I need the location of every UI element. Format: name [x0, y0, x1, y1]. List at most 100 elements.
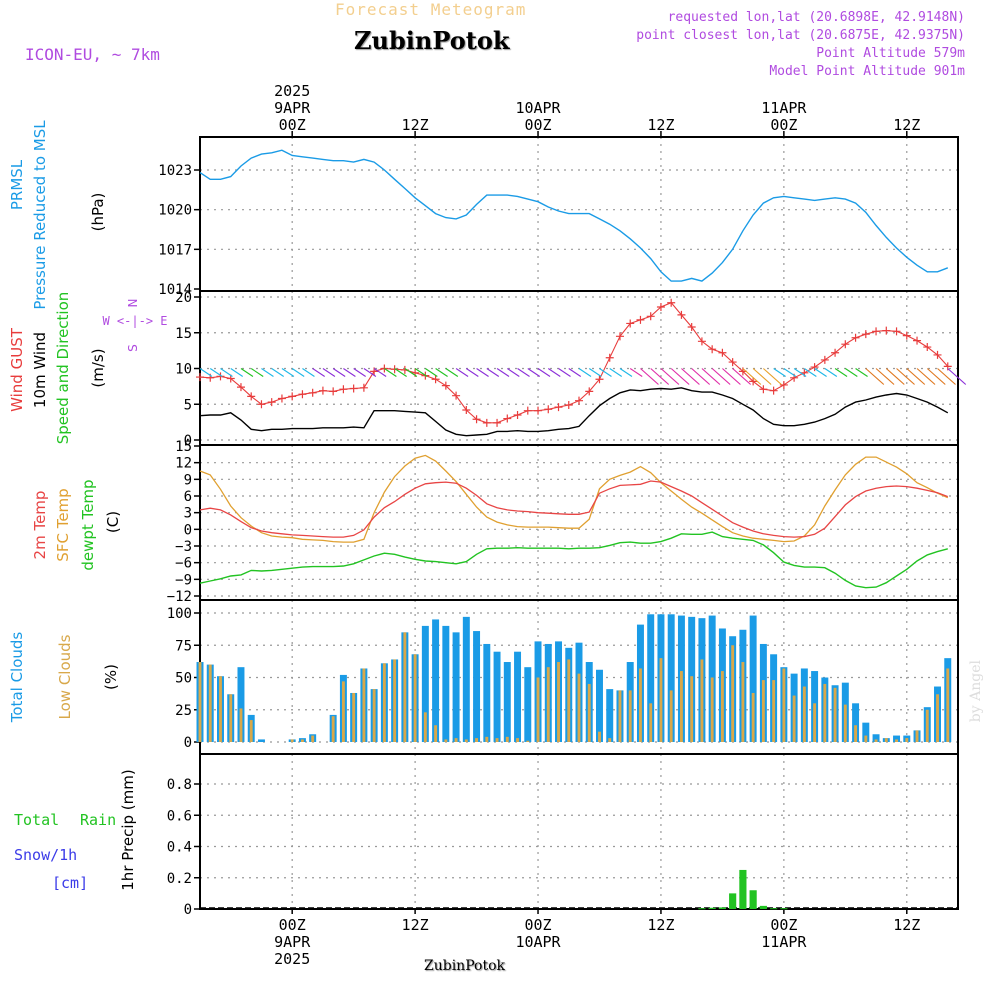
wind-arrow — [486, 368, 500, 377]
gust-point — [554, 403, 563, 412]
low-cloud-bar — [434, 725, 438, 742]
gust-point — [636, 315, 645, 324]
low-cloud-bar — [598, 731, 601, 742]
wind-arrow — [937, 368, 956, 385]
gust-point — [482, 418, 491, 427]
rain-bar — [759, 905, 767, 909]
ytick-label: 75 — [175, 638, 192, 654]
gust-point — [267, 398, 276, 407]
low-cloud-bar — [239, 708, 243, 742]
wind-arrow — [845, 368, 858, 377]
low-cloud-bar — [833, 687, 837, 742]
wind-arrow — [302, 368, 315, 377]
low-cloud-bar — [895, 739, 898, 742]
low-cloud-bar — [505, 736, 509, 742]
model-label: ICON-EU, ~ 7km — [25, 45, 160, 64]
precip-total-label: Total — [14, 811, 59, 829]
gust-point — [861, 330, 870, 339]
gust-point — [656, 303, 665, 312]
low-cloud-bar — [403, 632, 407, 742]
gust-point — [472, 415, 481, 424]
low-cloud-bar — [792, 695, 796, 742]
gust-point — [677, 310, 686, 319]
gust-point — [851, 333, 860, 342]
wind-arrow — [250, 368, 264, 377]
wind-arrow — [322, 368, 336, 377]
gust-point — [872, 327, 881, 336]
time-label-bottom: 12Z — [647, 916, 674, 934]
compass-s: S — [126, 344, 140, 352]
ytick-label: 20 — [175, 290, 192, 306]
t2m-line — [199, 480, 949, 538]
wind-arrow — [885, 368, 905, 385]
low-cloud-bar — [618, 690, 622, 742]
wind-arrow — [640, 368, 659, 385]
ytick-label: 0 — [184, 433, 192, 449]
wind-arrow — [517, 368, 530, 377]
wind-arrow — [220, 368, 233, 377]
low-cloud-bar — [884, 738, 888, 742]
gust-point — [493, 418, 502, 427]
ytick-label: 0.8 — [167, 777, 192, 793]
ytick-label: 0 — [184, 735, 192, 751]
gust-point — [339, 385, 348, 394]
pressure-label-2: Pressure Reduced to MSL — [31, 120, 49, 310]
pressure-label-1: PRMSL — [8, 159, 26, 210]
wind-arrow — [353, 368, 366, 377]
gust-point — [779, 380, 788, 389]
low-cloud-bar — [659, 658, 663, 742]
model-altitude: Model Point Altitude 901m — [769, 64, 965, 79]
total-cloud-bar — [237, 667, 245, 742]
wind-arrow — [209, 368, 223, 377]
ytick-label: 1017 — [158, 242, 192, 258]
ytick-label: 25 — [175, 703, 192, 719]
total-cloud-bar — [257, 739, 265, 742]
gust-point — [913, 336, 922, 345]
gust-point — [503, 414, 512, 423]
rain-bar — [698, 908, 706, 910]
low-cloud-bar — [731, 645, 735, 742]
gust-point — [308, 388, 317, 397]
low-cloud-bar — [413, 654, 417, 742]
gust-point — [882, 326, 891, 335]
gust-point — [718, 348, 727, 357]
gust-point — [236, 383, 245, 392]
wind-arrow — [404, 368, 418, 377]
wind-unit: (m/s) — [89, 348, 107, 387]
total-cloud-bar — [514, 651, 522, 742]
wind-arrow — [343, 368, 356, 377]
wind-arrow — [906, 368, 926, 385]
panel-1: 0 5 10 15 20 — [175, 290, 959, 449]
wind-arrow — [496, 368, 510, 377]
ytick-label: −9 — [175, 572, 192, 588]
rain-bar — [708, 907, 716, 909]
time-label-top: 2025 — [274, 82, 310, 100]
gust-point — [831, 348, 840, 357]
ytick-label: 12 — [175, 456, 192, 472]
total-cloud-bar — [667, 614, 675, 742]
time-label-top: 00Z — [524, 116, 551, 134]
gust-point — [318, 386, 327, 395]
gust-point — [759, 385, 768, 394]
low-cloud-bar — [352, 692, 356, 742]
wind-arrow — [722, 368, 741, 385]
gust-point — [902, 331, 911, 340]
ytick-label: 100 — [167, 606, 192, 622]
precip-snow-label: Snow/1h — [14, 846, 77, 864]
wind-arrow — [855, 368, 868, 377]
low-cloud-bar — [905, 738, 909, 742]
gust-point — [841, 340, 850, 349]
low-cloud-bar — [782, 668, 786, 742]
gust-point — [216, 372, 225, 381]
wind-arrow — [681, 368, 700, 385]
wind-arrow — [691, 368, 711, 385]
low-cloud-bar — [915, 730, 919, 742]
time-label-top: 12Z — [402, 116, 429, 134]
low-cloud-bar — [690, 676, 694, 742]
low-cloud-bar — [720, 671, 724, 742]
low-cloud-bar — [567, 659, 571, 742]
wind-arrow — [271, 368, 285, 377]
wind-arrow — [373, 368, 387, 377]
wind-arrow — [332, 368, 346, 377]
